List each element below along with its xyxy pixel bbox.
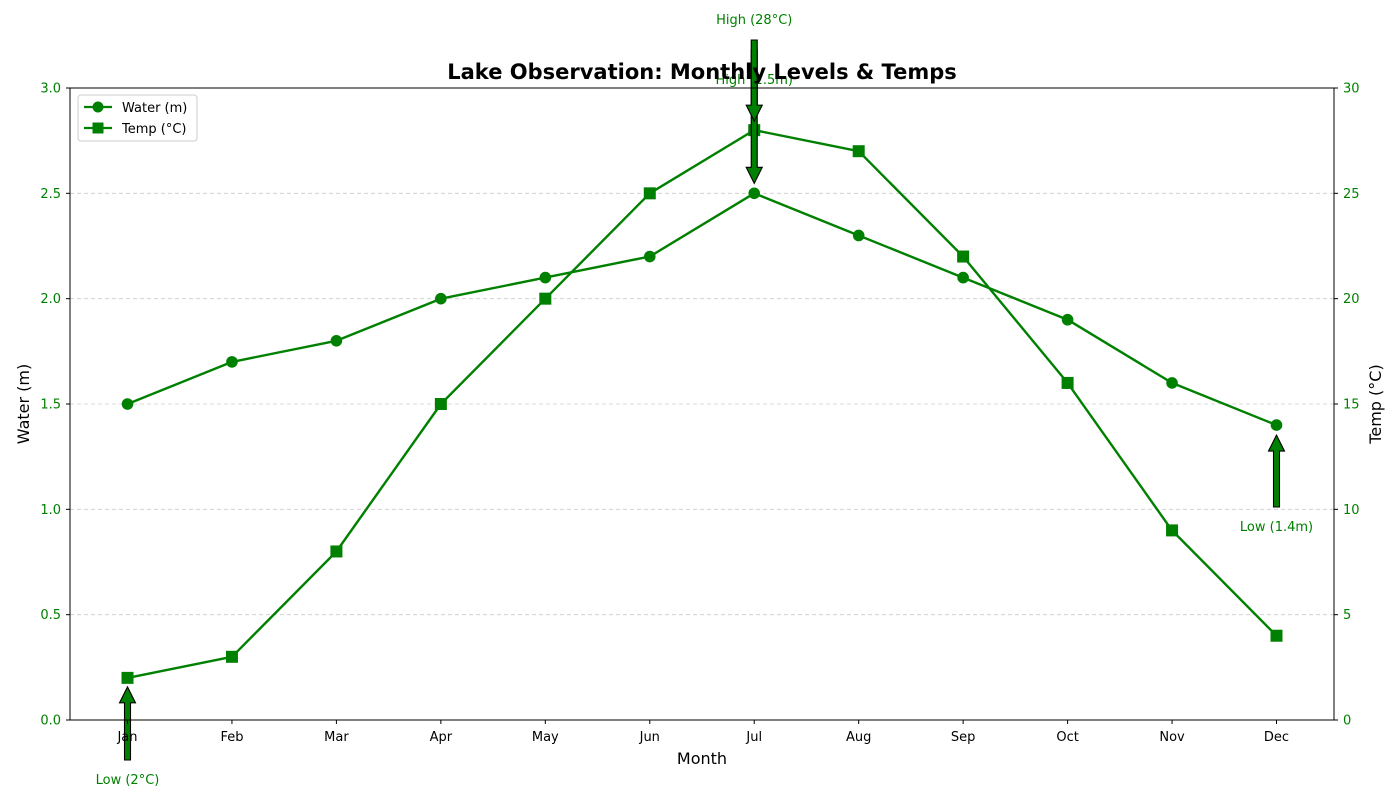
annotations-layer: High (2.5m)Low (1.4m)High (28°C)Low (2°C… [96,13,1313,788]
grid-lines [70,192,1334,616]
legend: Water (m) Temp (°C) [77,94,198,142]
data-point-temp [121,671,134,684]
chart-title: Lake Observation: Monthly Levels & Temps [447,60,957,84]
x-tick-label: Nov [1159,730,1185,745]
data-point-temp [957,250,970,263]
data-point-temp [1270,629,1283,642]
x-tick-label: Jun [639,730,660,745]
x-tick-label: May [532,730,559,745]
y-axis-right-label: Temp (°C) [1366,364,1385,444]
y-right-tick-label: 20 [1343,292,1360,307]
data-point-water [1270,419,1283,431]
y-left-tick-label: 2.5 [40,187,61,202]
data-point-temp [330,545,343,558]
data-point-water [1061,313,1074,326]
y-axis-left-label: Water (m) [14,364,33,444]
data-point-water [330,335,343,347]
legend-temp-label: Temp (°C) [121,122,187,137]
y-left-tick-label: 1.0 [40,503,61,518]
legend-water-marker [92,101,104,113]
y-left-tick-label: 0.5 [40,608,61,623]
series-line [127,128,1278,680]
x-axis-label: Month [677,749,727,768]
y-left-tick-label: 3.0 [40,82,61,97]
annotation-arrow [745,39,764,123]
data-point-temp [539,292,552,305]
x-tick-label: Sep [951,730,976,745]
x-tick-label: Apr [430,730,453,745]
y-right-tick-label: 10 [1343,503,1360,518]
axes-layer: 0.0 0.5 1.0 1.5 2.0 2.5 3.0 0 5 10 15 20 25 30 Jan Feb M… [40,82,1359,746]
x-tick-label: Jan [116,730,137,745]
data-point-temp [225,650,238,663]
series-line [127,192,1277,427]
y-right-tick-label: 25 [1343,187,1360,202]
y-right-tick-label: 0 [1343,714,1351,729]
legend-water-label: Water (m) [122,101,187,116]
y-right-tick-label: 30 [1343,82,1360,97]
data-point-water [643,250,656,263]
y-left-tick-label: 2.0 [40,292,61,307]
data-point-temp [1166,524,1179,537]
y-right-tick-label: 5 [1343,608,1351,623]
data-point-water [1166,377,1178,389]
data-point-temp [852,145,865,158]
y-left-tick-label: 0.0 [40,714,61,729]
legend-temp-marker [92,122,104,134]
data-point-water [121,398,134,410]
data-point-water [748,187,761,200]
x-tick-label: Aug [846,730,871,745]
data-point-water [226,356,238,368]
annotation-arrow [1267,433,1286,508]
y-right-tick-label: 15 [1343,398,1360,413]
x-tick-label: Mar [324,730,349,745]
annotation-label: High (28°C) [716,13,792,28]
data-point-temp [643,187,656,200]
x-tick-label: Feb [220,730,243,745]
x-tick-label: Jul [745,730,762,745]
data-point-temp [434,398,447,410]
data-point-water [852,229,865,242]
y-left-tick-label: 1.5 [40,398,61,413]
data-point-water [435,292,447,305]
data-point-temp [1061,376,1074,389]
x-tick-label: Dec [1264,730,1289,745]
data-point-water [957,271,969,284]
x-tick-label: Oct [1056,730,1078,745]
data-point-water [539,271,552,284]
annotation-label: Low (2°C) [96,773,160,788]
annotation-label: Low (1.4m) [1240,520,1313,535]
